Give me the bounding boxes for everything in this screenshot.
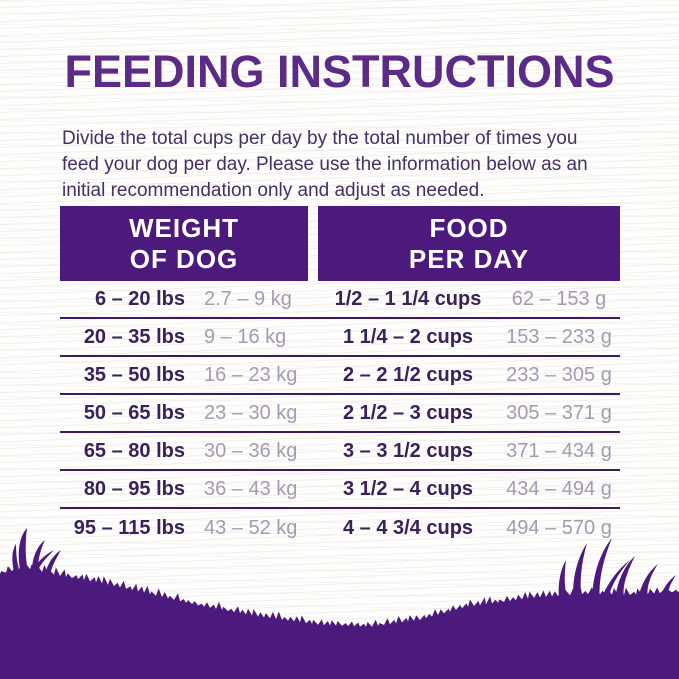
table-row: 20 – 35 lbs 9 – 16 kg 1 1/4 – 2 cups 153… [60,319,620,357]
grass-blade-icon [573,543,587,604]
weight-kg-cell: 2.7 – 9 kg [204,287,292,310]
header-line: OF DOG [129,243,239,274]
grass-silhouette [0,528,679,679]
grass-blade-icon [44,550,61,579]
weight-lbs-cell: 65 – 80 lbs [83,439,185,462]
weight-lbs-cell: 50 – 65 lbs [83,401,185,424]
grass-blade-icon [31,540,45,577]
table-row: 80 – 95 lbs 36 – 43 kg 3 1/2 – 4 cups 43… [60,471,620,509]
grass-blade-icon [558,560,569,606]
grams-cell: 233 – 305 g [506,363,612,386]
table-row: 6 – 20 lbs 2.7 – 9 kg 1/2 – 1 1/4 cups 6… [60,281,620,319]
grass-blade-icon [30,550,54,575]
grams-cell: 62 – 153 g [511,287,607,310]
table-header-row: WEIGHT OF DOG FOOD PER DAY [60,206,620,281]
grams-cell: 434 – 494 g [506,477,612,500]
table-row: 35 – 50 lbs 16 – 23 kg 2 – 2 1/2 cups 23… [60,357,620,395]
grass-blade-icon [18,528,29,575]
weight-kg-cell: 30 – 36 kg [204,439,298,462]
intro-line: initial recommendation only and adjust a… [62,180,485,201]
grass-blade-icon [660,575,676,598]
grass-blade-icon [592,538,612,602]
table-row: 65 – 80 lbs 30 – 36 kg 3 – 3 1/2 cups 37… [60,433,620,471]
weight-lbs-cell: 6 – 20 lbs [94,287,185,310]
grass-blade-icon [600,560,630,601]
weight-lbs-cell: 80 – 95 lbs [83,477,185,500]
weight-kg-cell: 43 – 52 kg [204,516,298,539]
header-line: WEIGHT [129,212,239,243]
cups-cell: 1 1/4 – 2 cups [342,325,474,348]
grams-cell: 153 – 233 g [506,325,612,348]
page-title: FEEDING INSTRUCTIONS [64,46,615,97]
grass-blade-icon [615,556,635,600]
weight-of-dog-header: WEIGHT OF DOG [60,206,308,281]
intro-text: Divide the total cups per day by the tot… [62,126,645,204]
weight-lbs-cell: 20 – 35 lbs [83,325,185,348]
table-row: 50 – 65 lbs 23 – 30 kg 2 1/2 – 3 cups 30… [60,395,620,433]
grass-blade-icon [12,544,20,572]
intro-line: Divide the total cups per day by the tot… [62,128,578,149]
cups-cell: 3 – 3 1/2 cups [342,439,474,462]
weight-kg-cell: 36 – 43 kg [204,477,298,500]
cups-cell: 2 1/2 – 3 cups [342,401,474,424]
header-line: FOOD [429,212,509,243]
weight-kg-cell: 9 – 16 kg [204,325,287,348]
weight-lbs-cell: 95 – 115 lbs [73,516,185,539]
weight-kg-cell: 16 – 23 kg [204,363,298,386]
grass-blade-icon [638,564,658,599]
weight-kg-cell: 23 – 30 kg [204,401,298,424]
weight-lbs-cell: 35 – 50 lbs [83,363,185,386]
grams-cell: 371 – 434 g [506,439,612,462]
intro-line: feed your dog per day. Please use the in… [62,154,588,175]
feeding-table: WEIGHT OF DOG FOOD PER DAY 6 – 20 lbs 2.… [60,206,620,547]
cups-cell: 4 – 4 3/4 cups [342,516,474,539]
food-per-day-header: FOOD PER DAY [318,206,620,281]
table-row: 95 – 115 lbs 43 – 52 kg 4 – 4 3/4 cups 4… [60,509,620,547]
grass-mound [0,563,679,679]
cups-cell: 1/2 – 1 1/4 cups [334,287,482,310]
header-line: PER DAY [408,243,530,274]
grams-cell: 494 – 570 g [506,516,612,539]
cups-cell: 3 1/2 – 4 cups [342,477,474,500]
cups-cell: 2 – 2 1/2 cups [342,363,474,386]
grams-cell: 305 – 371 g [506,401,612,424]
